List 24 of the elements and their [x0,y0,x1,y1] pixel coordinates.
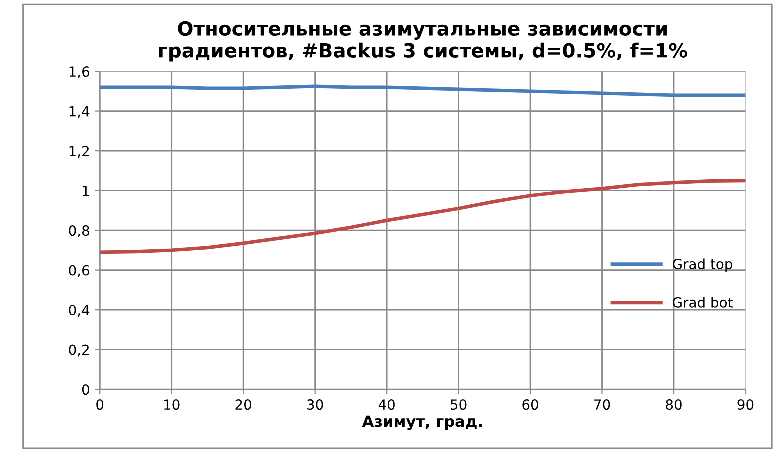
y-tick-label: 0,6 [69,265,90,278]
y-tick-label: 1,4 [70,106,90,118]
legend-label: Grad bot [673,297,733,308]
line-series [100,84,746,98]
chart-title: Относительные азимутальные зависимости градиентов, #Backus 3 системы, d=0.5%, f=1% [159,21,688,62]
y-tick-label: 1 [83,186,90,196]
y-tick-label: 1,6 [70,66,90,78]
x-tick-label: 30 [308,400,324,410]
x-tick-label: 80 [666,400,682,410]
y-tick-label: 0,8 [69,226,90,238]
legend-label: Grad top [673,258,732,272]
y-tick-label: 1,2 [70,146,89,158]
x-tick-label: 60 [522,400,538,410]
y-tick-label: 0,4 [69,305,90,317]
x-tick-label: 50 [451,400,467,410]
y-tick-label: 0 [82,384,90,396]
x-tick-label: 70 [594,400,610,410]
x-tick-label: 40 [378,400,395,410]
x-axis-title: Азимут, град. [362,416,482,430]
x-tick-label: 0 [96,400,104,410]
x-tick-label: 10 [164,400,180,410]
x-tick-label: 90 [738,400,754,410]
x-tick-label: 20 [236,400,252,410]
y-tick-label: 0,2 [69,344,89,357]
